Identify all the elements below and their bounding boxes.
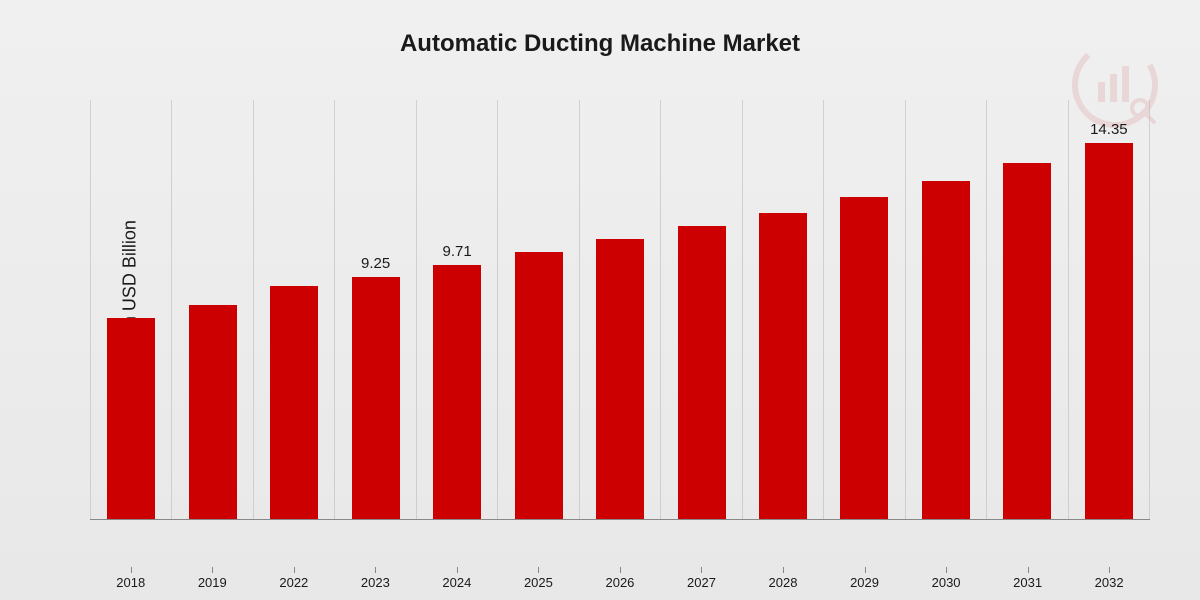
x-baseline	[90, 519, 1150, 520]
bar	[840, 197, 888, 520]
x-tick: 2018	[90, 575, 172, 590]
x-tick: 2028	[742, 575, 824, 590]
x-tick: 2024	[416, 575, 498, 590]
bar: 14.35	[1085, 143, 1133, 520]
x-tick: 2019	[172, 575, 254, 590]
bar	[596, 239, 644, 520]
bar-slot	[579, 100, 660, 520]
bar	[759, 213, 807, 520]
bar-slot	[823, 100, 904, 520]
x-tick: 2029	[824, 575, 906, 590]
bar: 9.71	[433, 265, 481, 520]
x-axis: 2018201920222023202420252026202720282029…	[90, 575, 1150, 590]
bar	[515, 252, 563, 520]
bar-slot	[497, 100, 578, 520]
chart-container: Market Value in USD Billion 9.259.7114.3…	[60, 100, 1160, 560]
bar-slot: 9.71	[416, 100, 497, 520]
plot-area: 9.25 9.71 14.35	[90, 100, 1150, 520]
chart-title: Automatic Ducting Machine Market	[0, 0, 1200, 58]
x-tick: 2031	[987, 575, 1069, 590]
bar-slot	[660, 100, 741, 520]
x-tick: 2032	[1068, 575, 1150, 590]
bar-slot	[90, 100, 171, 520]
bar-slot	[905, 100, 986, 520]
bar	[270, 286, 318, 520]
x-tick: 2027	[661, 575, 743, 590]
bar-value-label: 14.35	[1090, 121, 1128, 138]
x-tick: 2030	[905, 575, 987, 590]
x-tick: 2025	[498, 575, 580, 590]
bar-slot	[742, 100, 823, 520]
bar-value-label: 9.71	[443, 243, 472, 260]
x-tick: 2022	[253, 575, 335, 590]
bar	[678, 226, 726, 520]
bar-slot	[253, 100, 334, 520]
bar: 9.25	[352, 277, 400, 520]
bar	[107, 318, 155, 520]
x-tick: 2026	[579, 575, 661, 590]
bar-slot: 14.35	[1068, 100, 1150, 520]
bars-group: 9.25 9.71 14.35	[90, 100, 1150, 520]
bar-value-label: 9.25	[361, 255, 390, 272]
bar-slot: 9.25	[334, 100, 415, 520]
bar	[1003, 163, 1051, 520]
bar	[189, 305, 237, 520]
bar-slot	[986, 100, 1067, 520]
x-tick: 2023	[335, 575, 417, 590]
bar	[922, 181, 970, 520]
bar-slot	[171, 100, 252, 520]
